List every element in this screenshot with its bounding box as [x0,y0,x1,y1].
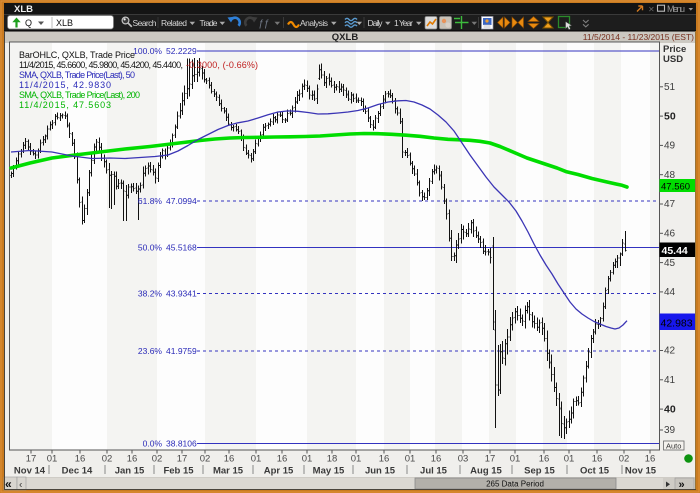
svg-text:01: 01 [302,454,313,465]
svg-text:16: 16 [75,454,86,465]
svg-text:41: 41 [664,375,676,386]
svg-text:Search: Search [133,18,157,28]
svg-text:39: 39 [664,425,676,436]
svg-text:-0.3000, (-0.66%): -0.3000, (-0.66%) [186,60,258,70]
svg-text:Sep 15: Sep 15 [524,466,555,477]
svg-text:Mar 15: Mar 15 [213,466,244,477]
svg-text:41.9759: 41.9759 [166,346,197,356]
svg-text:Aug 15: Aug 15 [470,466,502,477]
svg-text:42.983: 42.983 [661,318,693,330]
svg-text:46: 46 [664,229,676,240]
svg-text:18: 18 [327,454,338,465]
svg-text:52.2229: 52.2229 [166,46,197,56]
svg-text:42: 42 [664,346,676,357]
svg-text:01: 01 [564,454,575,465]
svg-text:USD: USD [663,54,683,65]
svg-text:50.0%: 50.0% [138,243,163,253]
svg-text:Dec 14: Dec 14 [62,466,93,477]
svg-text:XLB: XLB [56,18,73,28]
svg-text:Related: Related [161,18,187,28]
svg-text:✕: ✕ [648,5,655,14]
svg-text:100.0%: 100.0% [133,46,162,56]
svg-text:Auto: Auto [666,441,681,450]
svg-text:47.0994: 47.0994 [166,196,197,206]
svg-text:51: 51 [664,82,676,93]
svg-text:Jan 15: Jan 15 [115,466,145,477]
svg-text:Jul 15: Jul 15 [420,466,448,477]
svg-text:16: 16 [539,454,550,465]
svg-text:16: 16 [645,454,656,465]
svg-text:01: 01 [47,454,58,465]
svg-text:23.6%: 23.6% [138,346,163,356]
svg-text:QXLB: QXLB [332,32,359,43]
svg-text:02: 02 [102,454,113,465]
svg-text:47.560: 47.560 [661,182,690,193]
svg-text:50: 50 [664,110,676,122]
svg-text:01: 01 [510,454,521,465]
svg-text:Feb 15: Feb 15 [163,466,194,477]
svg-text:01: 01 [405,454,416,465]
svg-text:17: 17 [26,454,37,465]
svg-text:Analysis: Analysis [300,18,328,28]
svg-text:61.8%: 61.8% [138,196,163,206]
svg-text:»: » [679,479,685,491]
svg-text:44: 44 [664,287,676,298]
svg-text:1 Year: 1 Year [394,18,413,28]
svg-text:02: 02 [619,454,630,465]
svg-text:02: 02 [200,454,211,465]
svg-text:49: 49 [664,141,676,152]
svg-text:38.2%: 38.2% [138,289,163,299]
svg-text:16: 16 [592,454,603,465]
svg-text:11/5/2014 - 11/23/2015 (EST): 11/5/2014 - 11/23/2015 (EST) [583,32,694,42]
svg-text:XLB: XLB [14,4,33,15]
svg-text:45.5168: 45.5168 [166,243,197,253]
svg-text:Menu: Menu [667,4,685,14]
svg-text:Daily: Daily [368,18,384,28]
svg-text:45: 45 [664,258,676,269]
svg-text:11/4/2015, 42.9830: 11/4/2015, 42.9830 [19,80,111,90]
svg-text:03: 03 [458,454,469,465]
svg-text:‹: ‹ [19,480,22,491]
svg-text:40: 40 [664,403,676,415]
svg-text:BarOHLC, QXLB, Trade Price: BarOHLC, QXLB, Trade Price [19,50,135,60]
svg-text:16: 16 [277,454,288,465]
svg-text:38.8106: 38.8106 [166,439,197,449]
svg-text:01: 01 [251,454,262,465]
svg-text:02: 02 [152,454,163,465]
svg-text:Apr 15: Apr 15 [264,466,294,477]
svg-text:11/4/2015, 45.6600, 45.9800, 4: 11/4/2015, 45.6600, 45.9800, 45.4200, 45… [19,60,183,70]
svg-text:17: 17 [485,454,496,465]
svg-text:0.0%: 0.0% [143,439,163,449]
svg-text:265 Data Period: 265 Data Period [486,480,544,489]
svg-text:43.9341: 43.9341 [166,289,197,299]
svg-text:Trade: Trade [200,18,218,28]
svg-text:16: 16 [224,454,235,465]
svg-text:Nov 15: Nov 15 [625,466,657,477]
svg-text:SMA, QXLB, Trade Price(Last),: SMA, QXLB, Trade Price(Last), 50 [19,70,135,80]
svg-text:45.44: 45.44 [662,245,688,257]
svg-text:16: 16 [127,454,138,465]
svg-text:SMA, QXLB, Trade Price(Last),: SMA, QXLB, Trade Price(Last), 200 [19,90,140,100]
svg-text:48: 48 [664,170,676,181]
svg-text:Jun 15: Jun 15 [365,466,396,477]
svg-text:16: 16 [379,454,390,465]
svg-text:11/4/2015, 47.5603: 11/4/2015, 47.5603 [19,100,111,110]
svg-text:47: 47 [664,199,676,210]
svg-text:May 15: May 15 [313,466,345,477]
svg-text:Q: Q [25,18,32,28]
svg-text:ƒƒ: ƒƒ [259,19,270,30]
svg-text:17: 17 [177,454,188,465]
svg-text:Nov 14: Nov 14 [14,466,46,477]
svg-text:«: « [5,477,12,491]
svg-text:01: 01 [351,454,362,465]
svg-text:Oct 15: Oct 15 [580,466,610,477]
svg-text:16: 16 [431,454,442,465]
svg-text:Price: Price [663,44,686,55]
